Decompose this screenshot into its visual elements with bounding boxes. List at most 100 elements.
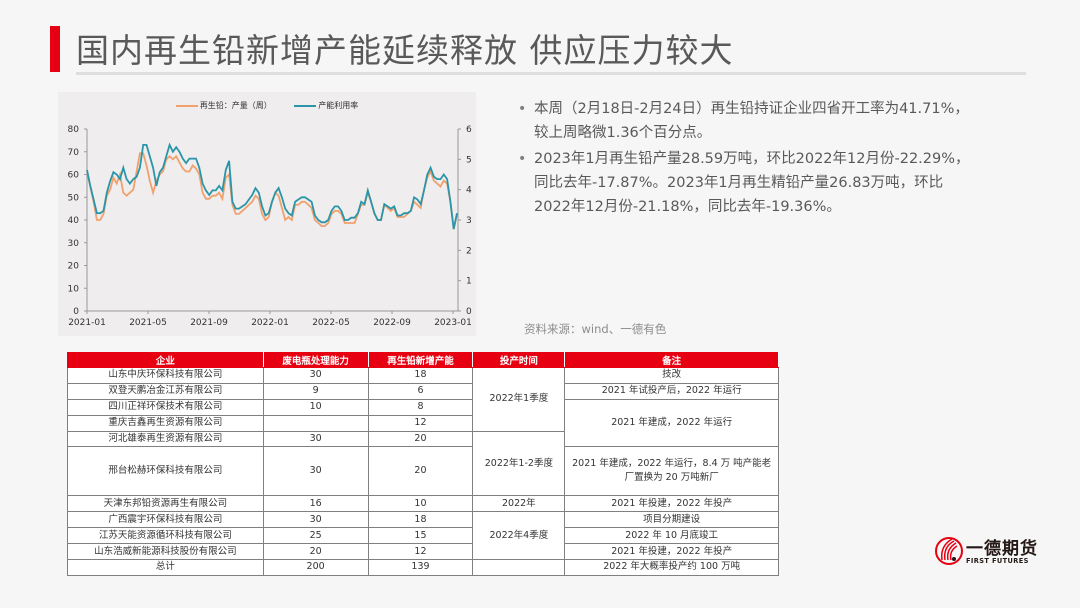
cell-notes: 2022 年 10 月底竣工 [564,527,779,545]
svg-text:2022-01: 2022-01 [251,318,289,328]
cell-notes: 2021 年建成，2022 年运行，8.4 万 吨产能老 厂置换为 20 万吨新… [564,446,779,497]
table-header-row: 企业 废电瓶处理能力 再生铅新增产能 投产时间 备注 [67,352,779,368]
legend-item-utilization: 产能利用率 [294,100,358,111]
chart-plot: 0 10 20 30 40 50 60 70 80 0 1 2 3 4 5 6 2021-01 2021-05 20… [68,125,472,328]
logo-name-en: FIRST FUTURES [966,557,1029,565]
cell-new-capacity: 18 [367,367,474,384]
table-row: 重庆吉鑫再生资源有限公司 12 [67,414,779,432]
notes-line: 厂置换为 20 万吨新厂 [624,472,719,484]
cell-capacity: 30 [262,367,369,384]
table-row: 广西震宇环保科技有限公司 30 18 2022年4季度 项目分期建设 [67,511,779,561]
header-company: 企业 [67,352,264,368]
svg-text:10: 10 [68,284,80,294]
cell-notes: 2021 年试投产后，2022 年运行 [564,382,779,400]
page-title: 国内再生铅新增产能延续释放 供应压力较大 [76,31,734,70]
series-utilization-line [86,142,458,230]
table-row: 山东浩威新能源科技股份有限公司 20 12 2021 年投建，2022 年投产 [67,543,779,561]
title-accent-bar [50,26,60,72]
cell-capacity: 200 [262,559,369,576]
notes-line: 2021 年建成，2022 年运行，8.4 万 吨产能老 [572,458,772,470]
table-total-row: 总计 200 139 2022 年大概率投产约 100 万吨 [67,559,779,576]
cell-company: 四川正祥环保技术有限公司 [67,398,264,416]
cell-start-time [472,559,566,576]
cell-notes: 项目分期建设 [564,511,779,529]
svg-text:30: 30 [68,239,80,249]
svg-text:2: 2 [466,246,472,256]
svg-text:20: 20 [68,262,80,272]
cell-company: 山东浩威新能源科技股份有限公司 [67,543,264,561]
table-row: 江苏天能资源循环科技有限公司 25 15 2022 年 10 月底竣工 [67,527,779,545]
line-chart: 再生铅：产量（周） 产能利用率 0 10 20 30 40 50 60 70 80 0 1 2 3 4 5 6… [58,92,476,336]
cell-company: 重庆吉鑫再生资源有限公司 [67,414,264,432]
cell-new-capacity: 18 [367,511,474,529]
table-row: 四川正祥环保技术有限公司 10 8 2021 年建成，2022 年运行 [67,398,779,448]
cell-capacity: 30 [262,446,369,497]
cell-notes: 2021 年投建，2022 年投产 [564,543,779,561]
table-row: 双登天鹏冶金江苏有限公司 9 6 2021 年试投产后，2022 年运行 [67,382,779,400]
svg-text:2021-01: 2021-01 [68,318,106,328]
legend-swatch-utilization [294,104,317,107]
cell-new-capacity: 12 [367,414,474,432]
header-new-capacity: 再生铅新增产能 [367,352,474,368]
cell-capacity: 20 [262,543,369,561]
logo-emblem-icon [935,537,963,565]
title-divider [76,72,1026,75]
cell-new-capacity: 20 [367,446,474,497]
svg-text:2022-09: 2022-09 [373,318,411,328]
capacity-table: 企业 废电瓶处理能力 再生铅新增产能 投产时间 备注 山东中庆环保科技有限公司 … [67,352,779,576]
chart-legend: 再生铅：产量（周） 产能利用率 [58,100,476,111]
chart-axes: 0 10 20 30 40 50 60 70 80 0 1 2 3 4 5 6 2021-01 2021-05 20… [68,125,472,328]
bullet-text: 较上周略微1.36个百分点。 [534,125,712,141]
company-logo: 一德期货 FIRST FUTURES [934,532,1054,572]
cell-capacity: 25 [262,527,369,545]
cell-company: 双登天鹏冶金江苏有限公司 [67,382,264,400]
cell-company: 河北雄泰再生资源有限公司 [67,430,264,448]
svg-text:2021-09: 2021-09 [190,318,228,328]
cell-capacity [262,414,369,432]
svg-text:0: 0 [73,307,79,317]
svg-text:5: 5 [466,155,472,165]
svg-text:70: 70 [68,148,80,158]
bullet-text: 同比去年-17.87%。2023年1月再生精铅产量26.83万吨，环比 [534,175,944,191]
bullet-dot-icon: • [518,101,527,117]
cell-notes: 2022 年大概率投产约 100 万吨 [564,559,779,576]
legend-item-production: 再生铅：产量（周） [175,100,272,111]
bullet-item: • 本周（2月18日-2月24日）再生铅持证企业四省开工率为41.71%， 较上… [512,97,1032,145]
cell-start-time: 2022年1季度 [472,367,566,432]
logo-name-cn: 一德期货 [966,539,1038,559]
bullet-text: 本周（2月18日-2月24日）再生铅持证企业四省开工率为41.71%， [534,101,969,117]
svg-text:40: 40 [68,216,80,226]
cell-company: 邢台松赫环保科技有限公司 [67,446,264,497]
cell-company: 江苏天能资源循环科技有限公司 [67,527,264,545]
commentary-bullets: • 本周（2月18日-2月24日）再生铅持证企业四省开工率为41.71%， 较上… [512,97,1032,221]
bullet-dot-icon: • [518,151,527,167]
bullet-item: • 2023年1月再生铅产量28.59万吨，环比2022年12月份-22.29%… [512,147,1032,219]
header-start-time: 投产时间 [472,352,566,368]
svg-text:1: 1 [466,277,472,287]
svg-text:2021-05: 2021-05 [129,318,167,328]
legend-swatch-production [175,104,198,107]
cell-company: 山东中庆环保科技有限公司 [67,367,264,384]
legend-label-utilization: 产能利用率 [318,101,359,110]
cell-new-capacity: 8 [367,398,474,416]
bullet-text: 2022年12月份-21.18%，同比去年-19.36%。 [534,199,841,215]
svg-text:4: 4 [466,186,472,196]
svg-text:2022-05: 2022-05 [312,318,350,328]
cell-capacity: 10 [262,398,369,416]
table-row: 邢台松赫环保科技有限公司 30 20 2021 年建成，2022 年运行，8.4… [67,446,779,497]
svg-text:3: 3 [466,216,472,226]
cell-new-capacity: 15 [367,527,474,545]
header-capacity: 废电瓶处理能力 [262,352,369,368]
cell-start-time: 2022年1-2季度 [472,430,566,497]
header-notes: 备注 [564,352,779,368]
cell-new-capacity: 10 [367,495,474,513]
cell-capacity: 16 [262,495,369,513]
cell-notes: 技改 [564,367,779,384]
cell-capacity: 30 [262,430,369,448]
cell-capacity: 30 [262,511,369,529]
svg-text:60: 60 [68,171,80,181]
svg-text:6: 6 [466,125,472,135]
legend-label-production: 再生铅：产量（周） [199,101,272,110]
source-note: 资料来源：wind、一德有色 [524,322,667,336]
svg-text:50: 50 [68,193,80,203]
